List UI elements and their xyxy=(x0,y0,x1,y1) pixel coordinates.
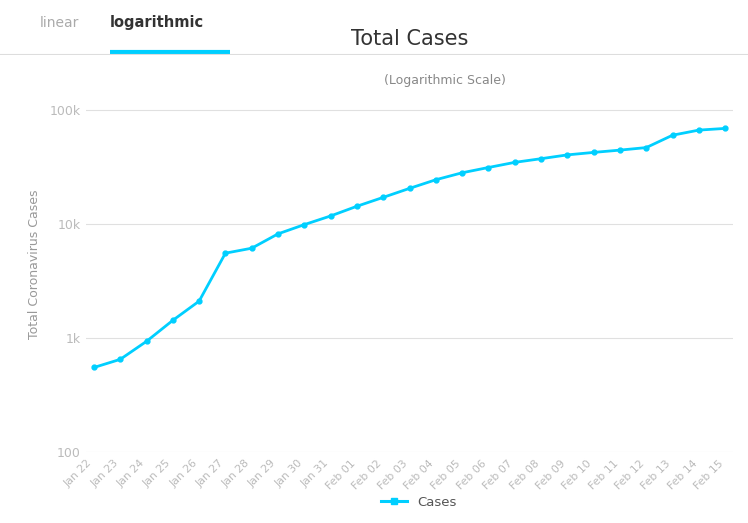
Text: (Logarithmic Scale): (Logarithmic Scale) xyxy=(384,74,506,86)
Legend: Cases: Cases xyxy=(375,490,462,514)
Y-axis label: Total Coronavirus Cases: Total Coronavirus Cases xyxy=(28,189,41,339)
Text: linear: linear xyxy=(40,16,79,30)
Title: Total Cases: Total Cases xyxy=(351,29,468,49)
Text: logarithmic: logarithmic xyxy=(110,16,204,30)
